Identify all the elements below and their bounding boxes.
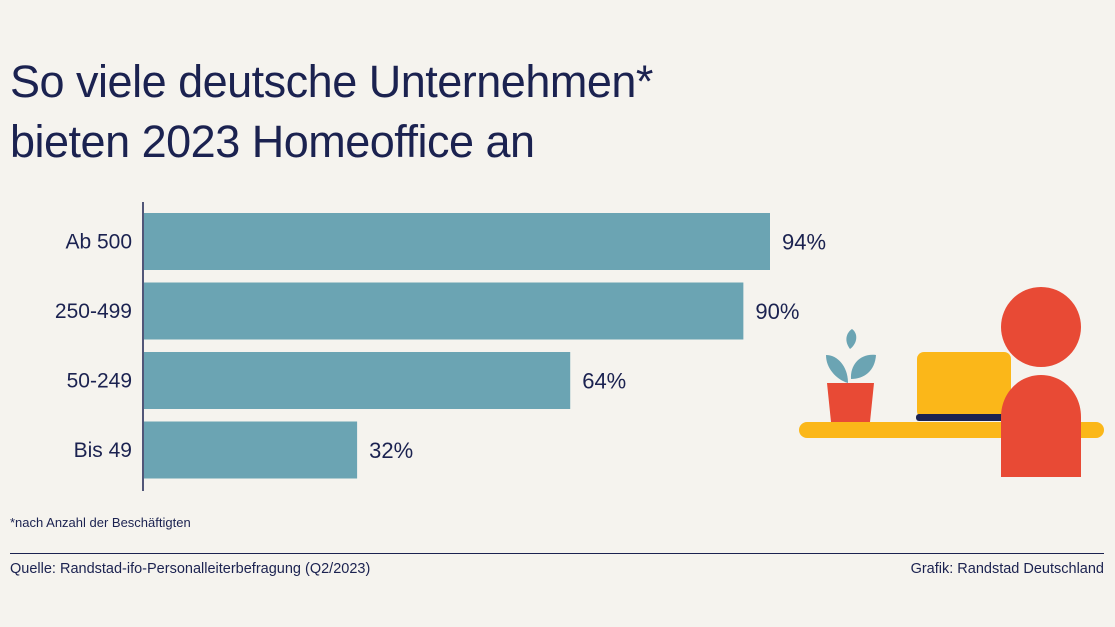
bar-0 (144, 213, 770, 270)
category-label: Ab 500 (65, 231, 132, 254)
category-label: Bis 49 (74, 439, 132, 462)
title-line-2: bieten 2023 Homeoffice an (10, 116, 535, 167)
bar-1 (144, 282, 744, 340)
category-label: 250-499 (55, 300, 132, 323)
category-label: 50-249 (67, 370, 132, 393)
value-label: 64% (582, 369, 626, 394)
plant-icon (826, 329, 876, 422)
home-office-illustration (799, 287, 1104, 477)
bar-2 (144, 352, 571, 409)
value-label: 32% (369, 438, 413, 463)
person-icon (1001, 287, 1081, 477)
laptop-icon (916, 352, 1016, 421)
bar-chart: Ab 500 94% 250-499 90% 50-249 64% Bis 49 32% (55, 202, 826, 491)
graphic-credit: Grafik: Randstad Deutschland (910, 561, 1104, 577)
footnote: *nach Anzahl der Beschäftigten (10, 515, 191, 530)
divider (10, 553, 1104, 554)
title-line-1: So viele deutsche Unternehmen* (10, 56, 653, 107)
source-note: Quelle: Randstad-ifo-Personalleiterbefra… (10, 561, 371, 577)
value-label: 90% (755, 299, 799, 324)
value-label: 94% (782, 230, 826, 255)
page-title: So viele deutsche Unternehmen* bieten 20… (10, 52, 653, 172)
bar-3 (144, 421, 358, 479)
